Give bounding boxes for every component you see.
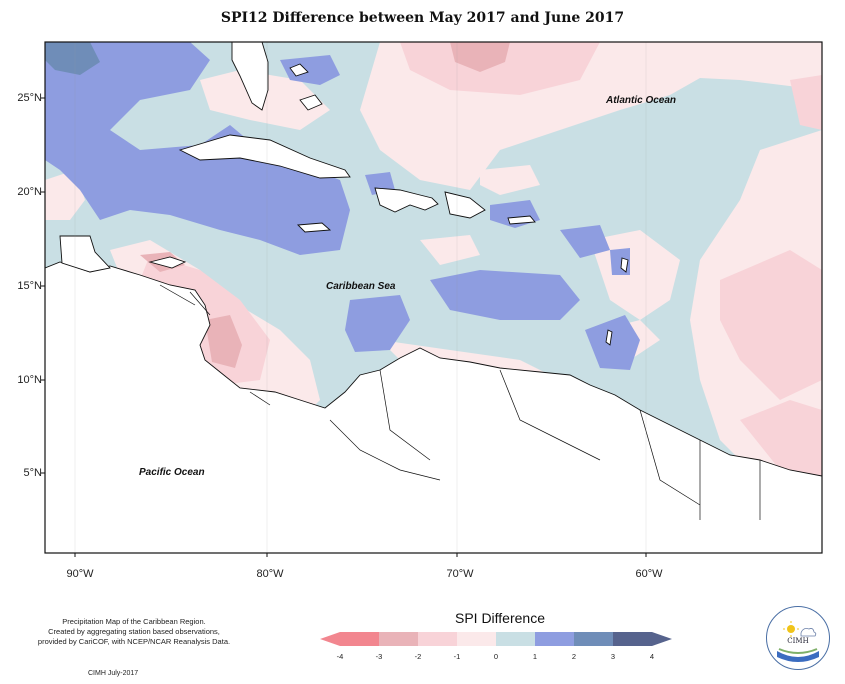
- credits-line-2: Created by aggregating station based obs…: [48, 627, 220, 636]
- map-credits: Precipitation Map of the Caribbean Regio…: [14, 617, 254, 647]
- map-frame: [44, 41, 823, 554]
- legend-swatch-3: [457, 632, 496, 646]
- legend-tick-label: 4: [649, 652, 655, 661]
- credits-line-1: Precipitation Map of the Caribbean Regio…: [62, 617, 206, 626]
- map-title: SPI12 Difference between May 2017 and Ju…: [220, 10, 625, 26]
- legend-swatch-1: [379, 632, 418, 646]
- legend-tick-label: 3: [610, 652, 616, 661]
- land: [45, 42, 822, 553]
- atlantic-ocean-label: Atlantic Ocean: [606, 95, 677, 106]
- lat-label-10n: 10°N: [17, 374, 42, 386]
- much-wetter-regions: [45, 42, 100, 75]
- legend-title: SPI Difference: [454, 610, 545, 626]
- source-label: CIMH July-2017: [88, 670, 139, 677]
- legend-tick-label: 0: [493, 652, 499, 661]
- legend-colorbar: [320, 632, 672, 646]
- legend-swatch-5: [535, 632, 574, 646]
- lon-label-80w: 80°W: [256, 568, 284, 580]
- credits-line-3: provided by CariCOF, with NCEP/NCAR Rean…: [37, 637, 231, 646]
- graticule: [74, 42, 647, 553]
- legend-tick-label: 2: [571, 652, 577, 661]
- legend-swatch-2: [418, 632, 457, 646]
- caribbean-sea-label: Caribbean Sea: [326, 281, 396, 292]
- lat-label-15n: 15°N: [17, 280, 42, 292]
- lon-label-60w: 60°W: [635, 568, 663, 580]
- lon-label-70w: 70°W: [446, 568, 474, 580]
- axis-ticks: [41, 97, 647, 557]
- legend-tick-label: -3: [375, 652, 383, 661]
- lat-label-20n: 20°N: [17, 186, 42, 198]
- logo-text: CIMH: [787, 637, 809, 645]
- islands: [178, 63, 629, 346]
- legend-tick-label: 1: [532, 652, 538, 661]
- legend-tick-label: -2: [414, 652, 422, 661]
- legend-swatch-6: [574, 632, 613, 646]
- country-borders: [159, 284, 761, 520]
- legend-tick-label: -1: [453, 652, 461, 661]
- sun-cloud-icon: [777, 621, 819, 662]
- drier-core-regions: [140, 42, 510, 368]
- legend-swatch-0: [320, 632, 379, 646]
- cimh-logo: CIMH: [766, 606, 830, 670]
- legend-tick-label: -4: [336, 652, 344, 661]
- lat-label-5n: 5°N: [23, 467, 42, 479]
- lon-label-90w: 90°W: [66, 568, 94, 580]
- legend-swatch-4: [496, 632, 535, 646]
- legend-swatch-7: [613, 632, 672, 646]
- lat-label-25n: 25°N: [17, 92, 42, 104]
- pacific-ocean-label: Pacific Ocean: [139, 467, 205, 478]
